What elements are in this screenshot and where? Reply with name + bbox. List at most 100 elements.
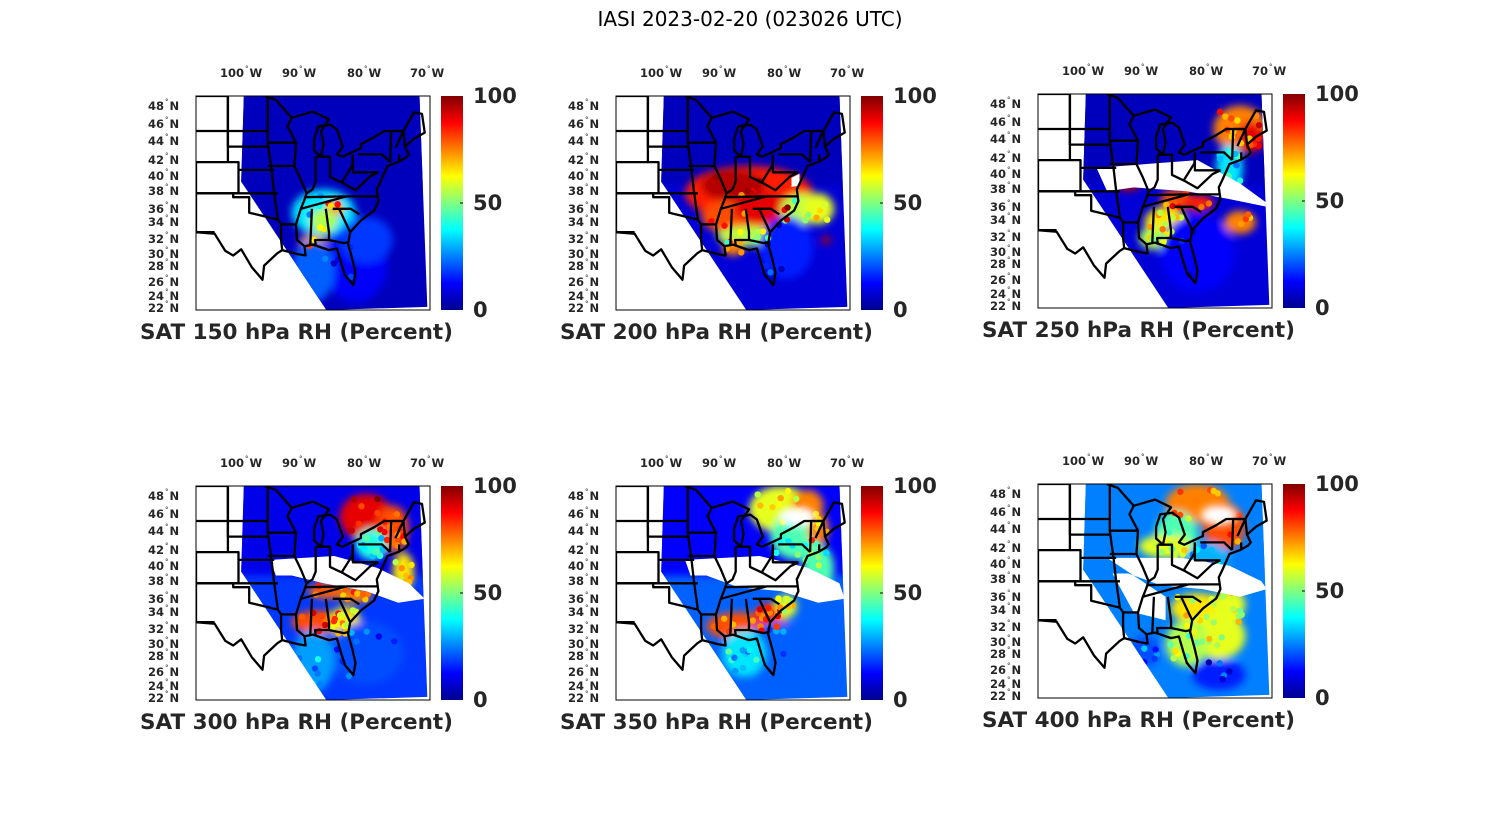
- rh-footprint: [1235, 512, 1243, 519]
- rh-footprint: [1236, 130, 1243, 137]
- map-frame: [615, 95, 851, 311]
- rh-footprint: [780, 628, 787, 635]
- boundary-line: [1074, 581, 1121, 609]
- rh-footprint: [815, 562, 823, 569]
- rh-footprint: [392, 559, 399, 566]
- latitude-tick-label: 46°N: [148, 116, 180, 131]
- colorbar-tick-label: 50: [473, 581, 503, 605]
- boundary-line: [616, 96, 846, 287]
- boundary-line: [686, 96, 716, 144]
- rh-footprint: [383, 536, 391, 544]
- no-data-gap: [1107, 557, 1267, 621]
- map-panel: 0 50 100 100°W 90°W 80°W 70°W 48°N 46°N 44°N 42°N 4…: [560, 60, 940, 360]
- boundary-line: [332, 207, 360, 216]
- latitude-tick-label: 28°N: [568, 648, 600, 663]
- rh-footprint: [1166, 529, 1173, 536]
- rh-footprint: [391, 638, 398, 645]
- boundary-line: [752, 597, 780, 606]
- boundary-line: [300, 585, 378, 600]
- longitude-tick-label: 90°W: [1124, 63, 1159, 78]
- boundary-line: [1038, 94, 1072, 162]
- rh-footprint: [759, 228, 767, 235]
- rh-footprint: [1236, 177, 1244, 184]
- boundary-line: [652, 583, 699, 611]
- rh-footprint: [1177, 488, 1184, 495]
- latitude-tick-label: 38°N: [990, 571, 1022, 586]
- rh-footprint: [393, 511, 401, 518]
- latitude-tick-label: 34°N: [148, 604, 180, 619]
- boundary-line: [276, 609, 284, 641]
- boundary-line: [1193, 542, 1221, 562]
- latitude-tick-label: 22°N: [568, 300, 600, 315]
- boundary-line: [808, 519, 821, 553]
- rh-region: [339, 216, 393, 264]
- rh-footprint: [767, 269, 774, 276]
- boundary-line: [720, 585, 798, 600]
- rh-footprint: [756, 606, 764, 613]
- latitude-tick-label: 40°N: [568, 168, 600, 183]
- boundary-line: [196, 193, 215, 234]
- rh-footprint: [348, 629, 355, 636]
- rh-footprint: [1192, 497, 1200, 504]
- rh-footprint: [334, 201, 341, 208]
- rh-footprint: [374, 495, 381, 503]
- rh-footprint: [823, 216, 831, 223]
- rh-footprint: [1203, 613, 1210, 621]
- boundary-line: [1069, 158, 1117, 170]
- latitude-tick-label: 28°N: [990, 256, 1022, 271]
- boundary-line: [1147, 154, 1159, 193]
- boundary-line: [300, 195, 378, 210]
- rh-footprint: [359, 591, 367, 598]
- rh-footprint: [371, 548, 378, 555]
- boundary-line: [388, 129, 401, 163]
- boundary-line: [1236, 517, 1249, 537]
- rh-footprint: [1200, 542, 1207, 550]
- latitude-tick-label: 28°N: [148, 258, 180, 273]
- rh-footprint: [314, 655, 322, 663]
- colorbar-tick-label: 0: [893, 688, 908, 712]
- boundary-line: [309, 598, 314, 635]
- rh-footprint: [1189, 597, 1196, 604]
- rh-footprint: [375, 633, 382, 640]
- longitude-tick-label: 100°W: [1062, 63, 1105, 78]
- longitude-tick-label: 80°W: [1189, 63, 1224, 78]
- boundary-line: [1170, 626, 1190, 633]
- boundary-line: [686, 532, 700, 610]
- latitude-tick-label: 46°N: [568, 506, 600, 521]
- map-frame: [1037, 483, 1273, 699]
- longitude-tick-label: 80°W: [347, 455, 382, 470]
- no-data-gap: [1200, 505, 1237, 526]
- latitude-tick-label: 34°N: [990, 212, 1022, 227]
- rh-footprint: [816, 207, 824, 214]
- rh-footprint: [316, 680, 324, 687]
- boundary-line: [616, 486, 650, 554]
- rh-footprint: [725, 648, 732, 655]
- rh-footprint: [753, 656, 760, 663]
- rh-footprint: [777, 494, 784, 502]
- rh-footprint: [744, 187, 751, 195]
- rh-footprint: [823, 549, 830, 557]
- map-plot: [615, 485, 883, 701]
- boundary-line: [1038, 484, 1268, 675]
- map-frame: [195, 485, 431, 701]
- rh-footprint: [737, 228, 744, 236]
- rh-footprint: [1205, 200, 1213, 207]
- rh-footprint: [1229, 614, 1236, 621]
- boundary-line: [725, 156, 737, 195]
- latitude-tick-label: 36°N: [148, 591, 180, 606]
- boundary-line: [1108, 140, 1122, 218]
- boundary-line: [1193, 152, 1221, 172]
- longitude-tick-label: 70°W: [830, 65, 865, 80]
- longitude-tick-label: 90°W: [282, 455, 317, 470]
- boundary-line: [1038, 550, 1082, 583]
- rh-footprint: [1234, 538, 1241, 545]
- rh-footprint: [1185, 515, 1192, 522]
- latitude-tick-label: 42°N: [990, 540, 1022, 555]
- boundary-line: [761, 561, 799, 582]
- boundary-line: [1128, 505, 1150, 636]
- latitude-tick-label: 34°N: [568, 214, 600, 229]
- latitude-tick-label: 40°N: [148, 558, 180, 573]
- colorbar-tick-label: 100: [1315, 82, 1359, 106]
- latitude-tick-label: 22°N: [568, 690, 600, 705]
- rh-footprint: [376, 552, 384, 560]
